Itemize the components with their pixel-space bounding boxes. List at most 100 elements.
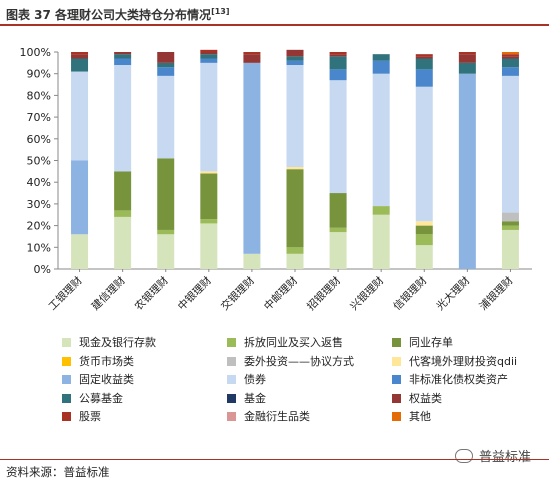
legend-item: 货币市场类 [62,354,134,370]
bar-segment [501,75,519,213]
y-tick-label: 10% [27,241,51,254]
legend-label: 同业存单 [409,336,453,349]
legend-item: 代客境外理财投资qdii [392,354,517,370]
bar-segment [372,206,390,215]
bar-segment [200,223,218,269]
bar-segment [114,171,132,211]
legend-label: 债券 [244,373,266,386]
bar-segment [114,52,132,55]
bar-segment [71,58,89,72]
legend-item: 债券 [227,372,266,388]
bar-segment [415,69,433,87]
x-tick-label: 农银理财 [132,274,171,313]
bar-segment [114,65,132,172]
bar-segment [243,54,261,63]
legend-label: 金融衍生品类 [244,410,310,423]
legend-item: 基金 [227,391,266,407]
legend-label: 股票 [79,410,101,423]
top-divider [0,24,549,26]
bar-segment [501,58,519,68]
bar-segment [372,214,390,269]
bar-segment [415,58,433,70]
bar-segment [114,58,132,66]
bar-segment [71,54,89,59]
bar-segment [286,65,304,168]
bar-segment [243,62,261,254]
source-note: 资料来源：普益标准 [6,465,110,479]
bar-segment [501,225,519,230]
chart-title-footnote: [13] [211,7,230,16]
x-tick-label: 中邮理财 [261,274,300,313]
legend-label: 非标准化债权类资产 [409,373,508,386]
bar-segment [200,52,218,55]
y-tick-label: 80% [27,89,51,102]
bar-segment [200,54,218,59]
bar-segment [114,54,132,59]
y-tick-label: 0% [34,263,51,276]
y-tick-label: 70% [27,111,51,124]
y-tick-label: 30% [27,198,51,211]
bar-segment [286,169,304,248]
y-tick-label: 100% [20,46,51,59]
legend-item: 股票 [62,409,101,425]
legend-item: 金融衍生品类 [227,409,310,425]
bar-segment [329,69,347,81]
legend-item: 委外投资——协议方式 [227,354,354,370]
bar-segment [501,229,519,269]
bar-segment [71,52,89,55]
legend-label: 现金及银行存款 [79,336,156,349]
bar-segment [286,60,304,66]
bar-segment [458,54,476,63]
legend-label: 货币市场类 [79,354,134,368]
bar-segment [243,253,261,269]
x-tick-label: 招银理财 [304,274,343,313]
legend-item: 同业存单 [392,335,453,351]
bar-segment [458,62,476,74]
bar-segment [501,212,519,222]
legend-item: 权益类 [392,391,442,407]
legend-label: 委外投资——协议方式 [244,354,354,368]
bar-segment [200,58,218,63]
bar-segment [329,56,347,70]
legend-item: 其他 [392,409,431,425]
bar-segment [157,67,175,76]
bottom-divider [0,459,549,460]
bar-segment [200,219,218,224]
bar-segment [415,56,433,59]
legend-swatch [392,375,401,384]
bar-segment [71,160,89,235]
bar-segment [329,52,347,55]
bar-segment [286,167,304,170]
bar-segment [372,73,390,207]
legend-swatch [62,338,71,347]
bar-segment [157,52,175,63]
watermark: 普益标准 [455,446,531,465]
bar-segment [415,225,433,235]
legend-label: 拆放同业及买入返售 [244,336,343,349]
legend-swatch [227,356,236,366]
bar-segment [329,232,347,269]
bar-segment [114,216,132,269]
x-tick-label: 浦银理财 [477,274,516,313]
legend-swatch [62,375,71,384]
bar-segment [501,67,519,76]
bar-segment [372,60,390,74]
bar-segment [329,227,347,233]
legend-label: 公募基金 [79,391,123,405]
legend-item: 公募基金 [62,391,123,407]
legend-item: 非标准化债权类资产 [392,372,508,388]
bar-segment [157,158,175,230]
legend-swatch [62,356,71,366]
bar-segment [71,71,89,161]
wechat-icon [455,449,473,463]
legend-item: 现金及银行存款 [62,335,156,351]
legend-swatch [392,393,401,403]
bar-segment [501,52,519,55]
bar-segment [501,221,519,226]
legend-swatch [62,412,71,421]
y-tick-label: 20% [27,220,51,233]
bar-segment [157,62,175,68]
legend-swatch [392,338,401,347]
bar-segment [415,221,433,226]
x-tick-label: 信银理财 [391,274,430,313]
